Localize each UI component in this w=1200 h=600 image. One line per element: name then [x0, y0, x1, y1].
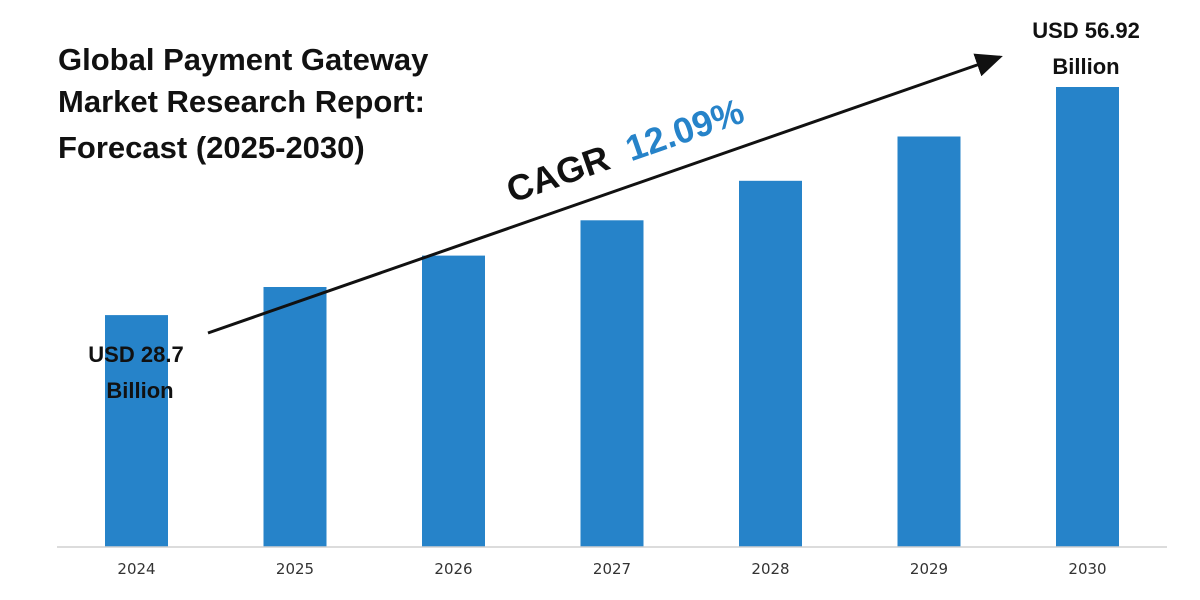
x-tick-2030: 2030 — [1068, 560, 1106, 578]
cagr-value: 12.09% — [620, 90, 749, 169]
x-tick-2029: 2029 — [910, 560, 948, 578]
bar-2026 — [422, 255, 485, 547]
bar-2025 — [263, 287, 327, 547]
bar-2029 — [897, 136, 961, 547]
x-tick-2027: 2027 — [593, 560, 631, 578]
cagr-prefix: CAGR — [501, 137, 615, 211]
start-value-line-2: Billion — [106, 378, 173, 403]
bar-2030 — [1056, 87, 1119, 547]
end-value-line-1: USD 56.92 — [1032, 18, 1140, 43]
start-value-label: USD 28.7 Billion — [88, 342, 183, 403]
x-tick-2024: 2024 — [117, 560, 155, 578]
end-value-label: USD 56.92 Billion — [1032, 18, 1140, 79]
end-value-line-2: Billion — [1052, 54, 1119, 79]
bar-2028 — [739, 180, 802, 548]
bar-2027 — [580, 220, 644, 548]
trend-arrow — [207, 53, 1003, 335]
cagr-annotation: CAGR 12.09% — [501, 90, 749, 210]
start-value-line-1: USD 28.7 — [88, 342, 183, 367]
x-axis-ticks: 2024 2025 2026 2027 2028 2029 2030 — [117, 560, 1106, 578]
x-tick-2025: 2025 — [276, 560, 314, 578]
bar-series — [105, 87, 1119, 548]
x-tick-2026: 2026 — [434, 560, 472, 578]
chart-title-line-1: Global Payment Gateway — [58, 42, 429, 77]
bar-2024 — [105, 315, 168, 547]
chart-title-line-2: Market Research Report: — [58, 84, 425, 119]
chart-title: Global Payment Gateway Market Research R… — [58, 42, 429, 165]
chart-title-line-3: Forecast (2025-2030) — [58, 130, 365, 165]
x-tick-2028: 2028 — [751, 560, 789, 578]
